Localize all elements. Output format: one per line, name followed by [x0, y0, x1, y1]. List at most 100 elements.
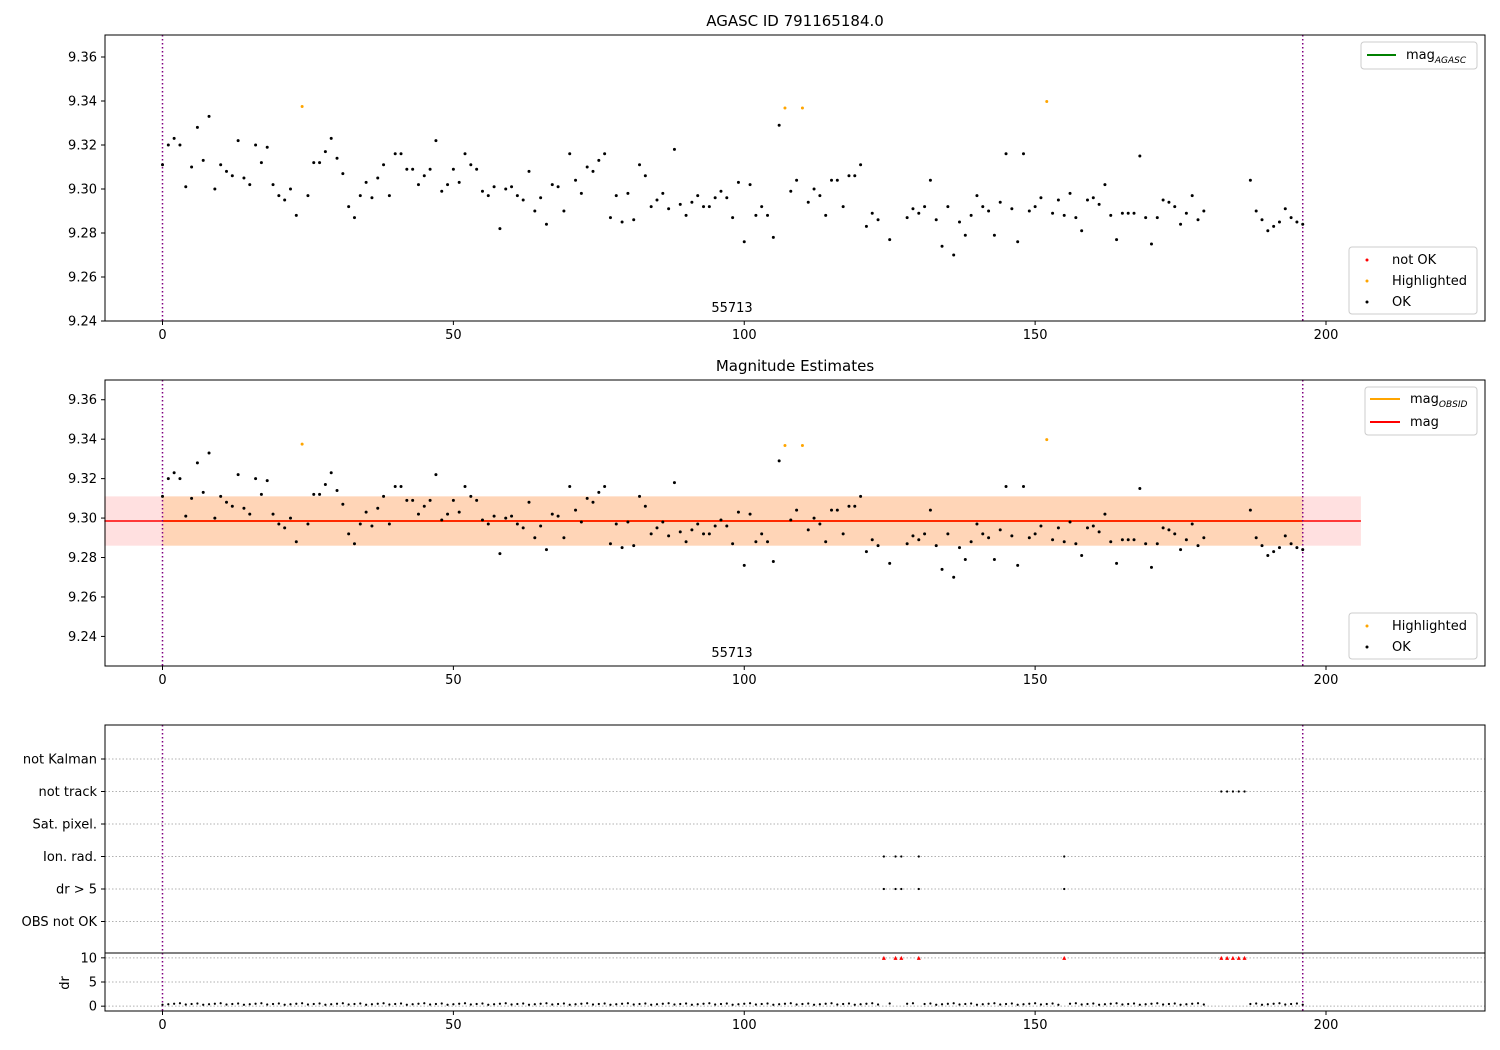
magnitude-ok-point: [486, 522, 490, 526]
agasc-ok-point: [981, 205, 985, 209]
magnitude-ok-point: [515, 522, 519, 526]
agasc-ok-point: [946, 205, 950, 209]
magnitude-ok-point: [1120, 538, 1124, 542]
flag-row-label: not Kalman: [23, 753, 97, 768]
magnitude-ok-point: [457, 510, 461, 514]
agasc-ok-point: [504, 187, 508, 191]
legend-not-ok-marker: [1365, 258, 1369, 262]
dr-point: [481, 1002, 484, 1005]
magnitude-ok-point: [352, 542, 356, 546]
agasc-ok-point: [347, 205, 351, 209]
agasc-ok-point: [323, 150, 327, 154]
agasc-ok-point: [463, 152, 467, 156]
dr-point: [766, 1002, 769, 1005]
dr-point: [644, 1002, 647, 1005]
magnitude-ok-point: [405, 498, 409, 502]
dr-point: [638, 1002, 641, 1006]
agasc-ok-point: [818, 194, 822, 198]
agasc-ok-point: [713, 196, 717, 200]
dr-point: [475, 1002, 478, 1006]
magnitude-ok-point: [166, 477, 170, 481]
dr-point: [429, 1003, 432, 1006]
agasc-ok-point: [835, 178, 839, 182]
magnitude-ok-point: [1301, 548, 1305, 552]
agasc-ok-point: [1068, 191, 1072, 195]
dr-point: [202, 1003, 205, 1006]
dr-point: [498, 1002, 502, 1005]
flag-point: [900, 855, 903, 858]
agasc-ok-point: [917, 211, 921, 215]
agasc-ok-point: [288, 187, 292, 191]
dr-point: [975, 1003, 979, 1006]
agasc-ytick-label: 9.34: [68, 95, 97, 110]
dr-point: [842, 1002, 845, 1006]
dr-point: [231, 1002, 234, 1006]
flag-point: [917, 887, 920, 891]
agasc-ok-point: [219, 163, 223, 167]
dr-point: [1039, 1003, 1043, 1006]
magnitude-ok-point: [1289, 542, 1293, 546]
dr-point: [690, 1003, 693, 1006]
magnitude-ok-point: [1277, 546, 1281, 550]
magnitude-ok-point: [864, 550, 868, 554]
dr-point: [254, 1002, 257, 1005]
dr-point: [667, 1002, 670, 1005]
agasc-highlighted-point: [1045, 99, 1049, 103]
dr-point: [324, 1003, 327, 1006]
magnitude-xtick-label: 200: [1314, 673, 1339, 688]
magnitude-ok-point: [713, 524, 717, 528]
agasc-ok-point: [1126, 211, 1130, 215]
dr-point: [1156, 1002, 1159, 1005]
dr-point: [440, 1002, 443, 1005]
agasc-ok-point: [1039, 196, 1043, 200]
dr-point: [853, 1003, 856, 1006]
dr-point: [620, 1002, 624, 1005]
flag-point: [1243, 790, 1246, 793]
dr-point: [597, 1002, 600, 1006]
dr-point: [1191, 1002, 1194, 1005]
magnitude-ok-point: [219, 494, 223, 498]
dr-point: [184, 1003, 187, 1006]
magnitude-ok-point: [789, 518, 793, 522]
dr-point: [1022, 1003, 1025, 1006]
dr-point: [847, 1002, 851, 1005]
dr-point: [399, 1002, 403, 1005]
flag-point: [1237, 790, 1240, 793]
dr-point: [650, 1003, 653, 1006]
agasc-ytick-label: 9.24: [68, 315, 97, 330]
agasc-ok-point: [451, 167, 455, 171]
dr-point: [1103, 1003, 1107, 1006]
magnitude-ok-point: [905, 542, 909, 546]
magnitude-ok-point: [830, 508, 834, 512]
magnitude-ok-point: [725, 524, 729, 528]
dr-point: [1272, 1002, 1275, 1005]
magnitude-ok-point: [1021, 485, 1025, 489]
agasc-ok-point: [230, 174, 234, 178]
agasc-ok-point: [876, 218, 880, 222]
dr-clipped-marker: [881, 955, 886, 960]
dr-point: [394, 1002, 397, 1006]
agasc-ok-point: [806, 200, 810, 204]
agasc-ok-point: [702, 205, 706, 209]
magnitude-ok-point: [690, 528, 694, 532]
agasc-ok-point: [283, 198, 287, 202]
magnitude-ok-point: [323, 483, 327, 487]
magnitude-ok-point: [748, 512, 752, 516]
agasc-ok-point: [294, 213, 298, 217]
dr-point: [551, 1003, 554, 1006]
dr-point: [225, 1003, 228, 1006]
dr-point: [795, 1003, 798, 1006]
magnitude-ok-point: [1144, 542, 1148, 546]
flag-row-label: Ion. rad.: [43, 850, 97, 865]
magnitude-ok-point: [946, 532, 950, 536]
flags-xtick-label: 100: [732, 1018, 757, 1033]
magnitude-ok-point: [1004, 485, 1008, 489]
flag-point: [1231, 790, 1235, 793]
flags-xtick-label: 50: [445, 1018, 462, 1033]
agasc-ok-point: [1132, 211, 1136, 215]
magnitude-ok-point: [440, 518, 444, 522]
flags-xtick-label: 200: [1314, 1018, 1339, 1033]
magnitude-ok-point: [731, 542, 735, 546]
dr-point: [533, 1003, 536, 1006]
agasc-ok-point: [1248, 178, 1252, 182]
